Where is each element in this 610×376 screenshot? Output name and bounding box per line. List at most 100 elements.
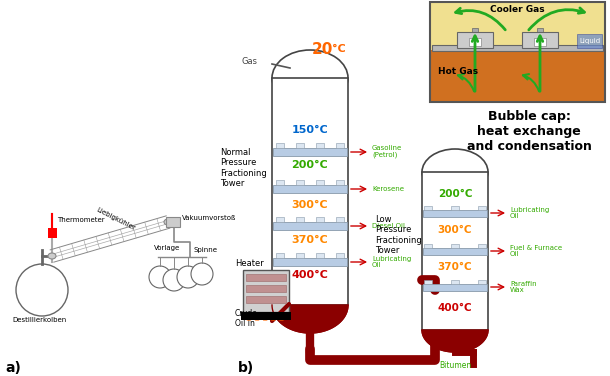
Bar	[534, 38, 546, 46]
Text: Low
Pressure
Fractioning
Tower: Low Pressure Fractioning Tower	[375, 215, 422, 255]
Text: Liebigkühler: Liebigkühler	[95, 206, 136, 231]
Text: b): b)	[238, 361, 254, 375]
Text: Bitumen: Bitumen	[439, 361, 472, 370]
Text: Destillierkolben: Destillierkolben	[12, 317, 66, 323]
Bar	[451, 206, 459, 210]
Text: Paraffin
Wax: Paraffin Wax	[510, 281, 537, 293]
Bar	[336, 143, 344, 148]
Bar	[451, 244, 459, 248]
Bar	[537, 28, 543, 38]
Bar	[246, 285, 286, 292]
Text: 400°C: 400°C	[438, 303, 472, 313]
Text: Normal
Pressure
Fractioning
Tower: Normal Pressure Fractioning Tower	[220, 148, 267, 188]
Bar	[296, 253, 304, 258]
Bar	[272, 78, 348, 305]
Text: 20: 20	[312, 42, 334, 57]
Bar	[423, 248, 487, 255]
Bar	[430, 50, 605, 102]
Text: 370°C: 370°C	[438, 262, 472, 272]
Text: 300°C: 300°C	[292, 200, 328, 210]
Circle shape	[16, 264, 68, 316]
Bar	[296, 217, 304, 222]
Text: Spinne: Spinne	[193, 247, 217, 253]
Text: 150°C: 150°C	[292, 125, 328, 135]
Text: Lubricating
Oil: Lubricating Oil	[510, 207, 549, 219]
Bar	[276, 253, 284, 258]
Bar	[430, 2, 605, 50]
Bar	[273, 185, 347, 193]
Text: Fuel & Furnace
Oil: Fuel & Furnace Oil	[510, 245, 562, 257]
Text: Hot Gas: Hot Gas	[438, 67, 478, 76]
Bar	[430, 2, 605, 102]
Text: 300°C: 300°C	[438, 225, 472, 235]
Text: Heater: Heater	[235, 259, 264, 268]
Bar	[243, 270, 289, 312]
Bar	[166, 217, 180, 227]
Circle shape	[191, 263, 213, 285]
Bar	[478, 244, 486, 248]
Bar	[424, 280, 432, 284]
Text: Liquid: Liquid	[580, 38, 601, 44]
Bar	[336, 217, 344, 222]
Text: Gas: Gas	[242, 57, 258, 66]
Bar	[296, 180, 304, 185]
Text: 200°C: 200°C	[438, 189, 472, 199]
Bar	[276, 217, 284, 222]
Bar	[423, 210, 487, 217]
Bar	[48, 228, 57, 238]
Bar	[469, 38, 481, 46]
Bar	[432, 45, 603, 51]
Text: 370°C: 370°C	[292, 235, 328, 245]
Text: Diesel Oil: Diesel Oil	[372, 223, 405, 229]
Bar	[336, 253, 344, 258]
Bar	[276, 143, 284, 148]
Ellipse shape	[422, 149, 488, 195]
Text: Vorlage: Vorlage	[154, 245, 180, 251]
Text: ~ ~ ~ ~ ~: ~ ~ ~ ~ ~	[246, 318, 284, 324]
Ellipse shape	[48, 253, 56, 259]
Text: 400°C: 400°C	[292, 270, 328, 280]
Text: a): a)	[5, 361, 21, 375]
Text: Kerosene: Kerosene	[372, 186, 404, 192]
Bar	[423, 284, 487, 291]
Bar	[316, 217, 324, 222]
Bar	[316, 143, 324, 148]
Text: Cooler Gas: Cooler Gas	[490, 5, 544, 14]
Text: Lubricating
Oil: Lubricating Oil	[372, 256, 411, 268]
Ellipse shape	[164, 219, 172, 225]
Bar	[424, 244, 432, 248]
Bar	[273, 148, 347, 156]
Polygon shape	[272, 305, 348, 333]
Bar	[451, 280, 459, 284]
Bar	[273, 258, 347, 266]
Bar	[296, 143, 304, 148]
Text: 200°C: 200°C	[292, 160, 328, 170]
Bar	[422, 172, 488, 330]
Bar	[522, 32, 558, 48]
Circle shape	[149, 266, 171, 288]
Text: Bubble cap:
heat exchange
and condensation: Bubble cap: heat exchange and condensati…	[467, 110, 592, 153]
Bar	[577, 34, 602, 48]
Bar	[472, 28, 478, 38]
Bar	[424, 206, 432, 210]
Text: Vakuumvorstoß: Vakuumvorstoß	[182, 215, 237, 221]
Bar	[457, 32, 493, 48]
Bar	[273, 222, 347, 230]
Bar	[241, 312, 291, 320]
Bar	[316, 253, 324, 258]
Bar	[478, 280, 486, 284]
Bar	[246, 274, 286, 281]
Polygon shape	[422, 330, 488, 352]
Bar	[336, 180, 344, 185]
Text: Thermometer: Thermometer	[57, 217, 105, 223]
Circle shape	[177, 266, 199, 288]
Circle shape	[163, 269, 185, 291]
Bar	[246, 296, 286, 303]
Bar	[478, 206, 486, 210]
Text: Gasoline
(Petrol): Gasoline (Petrol)	[372, 146, 402, 159]
Text: °C: °C	[332, 44, 346, 54]
Bar	[316, 180, 324, 185]
Bar	[276, 180, 284, 185]
Ellipse shape	[272, 50, 348, 106]
Text: Crude
Oil In: Crude Oil In	[235, 309, 258, 328]
